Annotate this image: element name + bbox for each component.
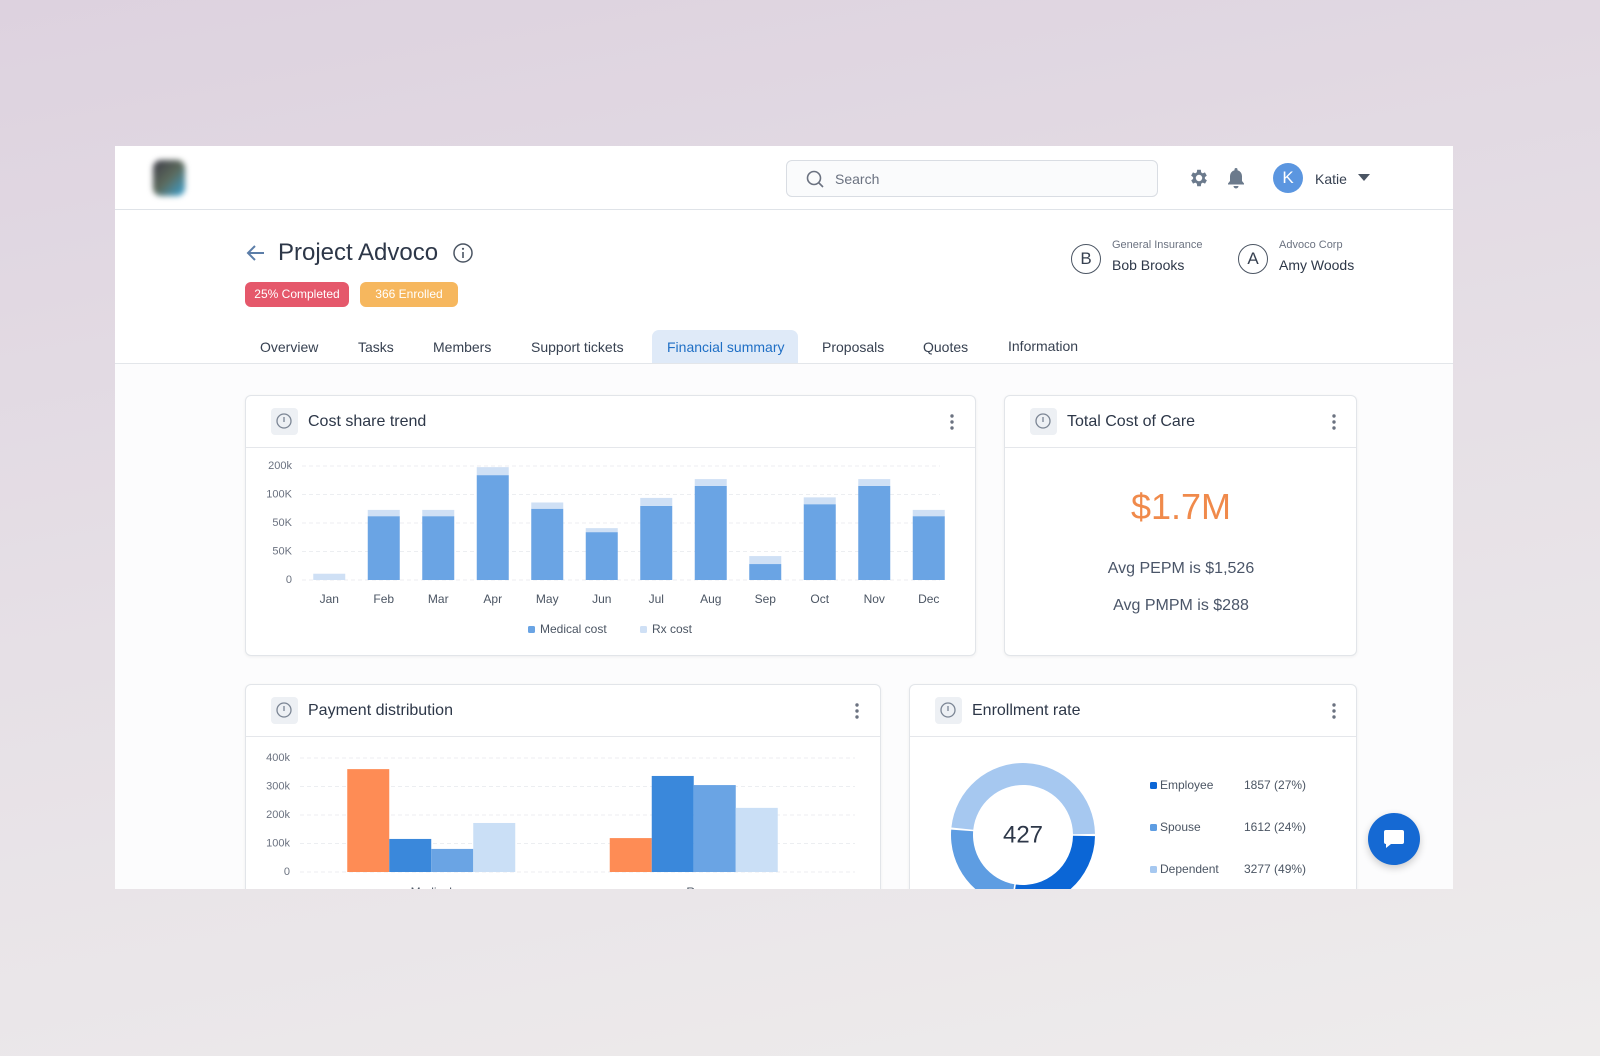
card: Payment distribution	[245, 684, 881, 889]
notifications-icon[interactable]	[1226, 167, 1246, 189]
back-arrow[interactable]	[246, 244, 266, 262]
card-title: Enrollment rate	[972, 702, 1081, 719]
chat-icon	[1384, 830, 1404, 848]
search-placeholder: Search	[835, 171, 880, 187]
card-icon	[271, 697, 298, 724]
contact-name: Bob Brooks	[1112, 257, 1185, 273]
card-title: Payment distribution	[308, 702, 453, 719]
tab[interactable]: Members	[433, 339, 492, 355]
tab[interactable]: Tasks	[358, 339, 394, 355]
card-icon	[935, 697, 962, 724]
tab[interactable]: Information	[1008, 338, 1079, 354]
card-menu[interactable]	[1331, 702, 1337, 720]
card-title: Total Cost of Care	[1067, 413, 1196, 430]
card-menu[interactable]	[949, 413, 955, 431]
card-icon	[1030, 408, 1057, 435]
contact-org: Advoco Corp	[1279, 239, 1343, 251]
logo-shape	[153, 160, 185, 196]
card: Total Cost of Care $1.7M Avg PEPM is $1,…	[1004, 395, 1357, 656]
search-box[interactable]: Search	[786, 160, 1158, 197]
contact-org: General Insurance	[1112, 239, 1203, 251]
card: Enrollment rate	[909, 684, 1357, 889]
average-line: Avg PEPM is $1,526	[1107, 560, 1255, 577]
settings-icon[interactable]	[1188, 167, 1210, 189]
total-cost-value: $1.7M	[1130, 486, 1232, 527]
card: Cost share trend	[245, 395, 976, 656]
info-icon[interactable]	[452, 242, 474, 264]
tab[interactable]: Proposals	[822, 339, 885, 355]
tab[interactable]: Overview	[260, 339, 319, 355]
top-bar: Search K Katie	[115, 146, 1453, 210]
tab[interactable]: Quotes	[923, 339, 969, 355]
card-header	[246, 685, 880, 737]
status-badge: 25% Completed	[245, 282, 349, 307]
status-badge: 366 Enrolled	[360, 282, 458, 307]
tab[interactable]: Financial summary	[667, 339, 785, 355]
tab[interactable]: Support tickets	[531, 339, 624, 355]
card-icon	[271, 408, 298, 435]
active-tab-background	[652, 330, 798, 363]
search-icon	[806, 170, 824, 188]
project-title: Project Advoco	[278, 239, 439, 266]
contact-name: Amy Woods	[1279, 257, 1355, 273]
contact-initial: A	[1238, 244, 1268, 274]
chat-button[interactable]	[1368, 813, 1420, 865]
card-header	[1005, 396, 1356, 448]
card-title: Cost share trend	[308, 413, 427, 430]
user-name[interactable]: Katie	[1315, 171, 1347, 187]
card-menu[interactable]	[854, 702, 860, 720]
logo[interactable]	[149, 156, 189, 200]
card-menu[interactable]	[1331, 413, 1337, 431]
app-window: Search K Katie Project Advoco 25% Comple…	[115, 146, 1453, 889]
card-header	[910, 685, 1356, 737]
average-line: Avg PMPM is $288	[1113, 597, 1249, 614]
user-menu-caret[interactable]	[1358, 174, 1370, 182]
user-avatar[interactable]: K	[1273, 163, 1303, 193]
contact-initial: B	[1071, 244, 1101, 274]
